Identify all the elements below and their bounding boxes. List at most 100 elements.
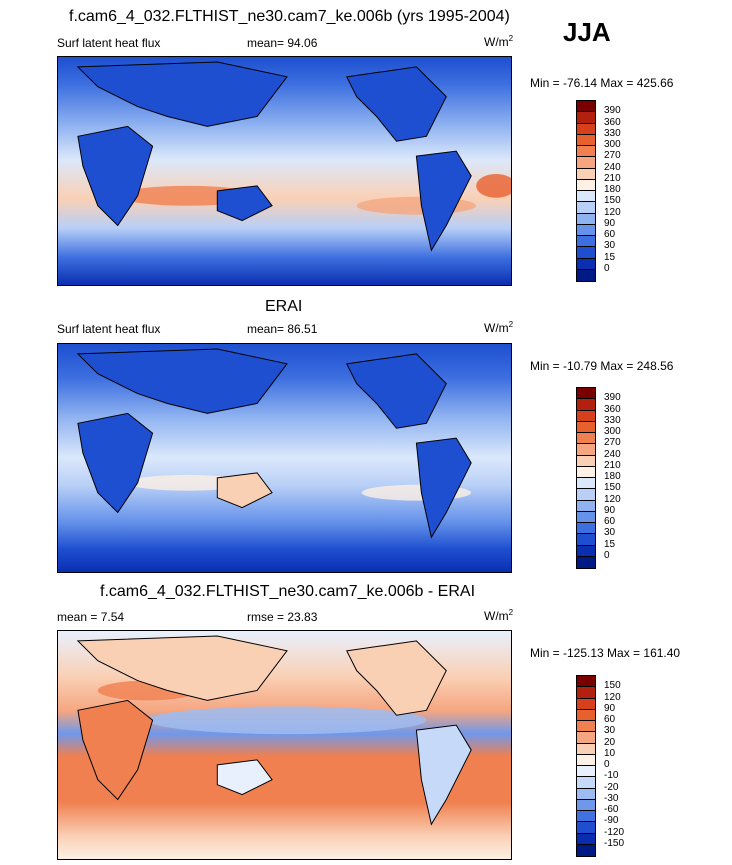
- panel3-map-graphic: [58, 631, 511, 859]
- colorbar-swatch: [577, 743, 595, 755]
- colorbar-swatch: [577, 478, 595, 490]
- colorbar-tick-label: 0: [604, 262, 610, 274]
- colorbar-swatch: [577, 433, 595, 445]
- colorbar-swatch: [577, 754, 595, 766]
- colorbar-tick-label: 300: [604, 139, 621, 150]
- panel1-mean: mean= 94.06: [247, 36, 317, 50]
- panel2-minmax: Min = -10.79 Max = 248.56: [530, 359, 674, 373]
- colorbar-tick-label: -30: [604, 792, 619, 804]
- colorbar-tick-label: 360: [604, 403, 621, 415]
- colorbar-tick-label: 210: [604, 172, 621, 184]
- panel1-units: W/m2: [484, 34, 513, 49]
- colorbar-swatch: [577, 534, 595, 546]
- colorbar-swatch: [577, 556, 595, 568]
- colorbar-tick-label: 240: [604, 161, 621, 173]
- panel1-title: f.cam6_4_032.FLTHIST_ne30.cam7_ke.006b (…: [69, 8, 510, 25]
- colorbar-swatch: [577, 455, 595, 467]
- colorbar-swatch: [577, 146, 595, 158]
- panel2-units-base: W/m: [484, 321, 509, 335]
- panel2-units: W/m2: [484, 320, 513, 335]
- colorbar-tick-label: 360: [604, 116, 621, 128]
- colorbar-tick-label: 150: [604, 195, 621, 207]
- colorbar-swatch: [577, 709, 595, 721]
- panel3-title: f.cam6_4_032.FLTHIST_ne30.cam7_ke.006b -…: [100, 583, 476, 600]
- colorbar-tick-label: 120: [604, 691, 621, 703]
- colorbar-swatch: [577, 844, 595, 856]
- colorbar-tick-label: 60: [604, 229, 616, 240]
- colorbar-tick-label: 90: [604, 504, 616, 516]
- panel1-variable: Surf latent heat flux: [57, 36, 161, 50]
- colorbar-swatch: [577, 545, 595, 557]
- panel3-units: W/m2: [484, 608, 513, 623]
- panel1-mean-label: mean=: [247, 36, 285, 50]
- colorbar-tick-label: -150: [604, 837, 625, 849]
- colorbar-tick-label: 10: [604, 747, 616, 759]
- panel2-map-graphic: [58, 344, 511, 572]
- panel2-mean-value: 86.51: [287, 322, 318, 336]
- colorbar-swatch: [577, 168, 595, 180]
- colorbar-swatch: [577, 123, 595, 135]
- panel3-units-exp: 2: [508, 608, 514, 617]
- colorbar-swatch: [577, 157, 595, 169]
- colorbar-tick-label: 150: [604, 482, 621, 494]
- panel2-units-exp: 2: [508, 320, 514, 329]
- colorbar-swatch: [577, 721, 595, 733]
- colorbar-swatch: [577, 833, 595, 845]
- panel3-units-base: W/m: [484, 609, 509, 623]
- colorbar-swatch: [577, 466, 595, 478]
- colorbar-tick-label: 180: [604, 184, 621, 195]
- panel2-variable: Surf latent heat flux: [57, 322, 161, 336]
- panel2-title: ERAI: [265, 298, 303, 315]
- panel2-mean: mean= 86.51: [247, 322, 317, 336]
- colorbar-swatch: [577, 236, 595, 248]
- panel1-colorbar: [576, 100, 596, 282]
- colorbar-tick-label: -10: [604, 770, 619, 782]
- panel3-minmax: Min = -125.13 Max = 161.40: [530, 646, 681, 660]
- colorbar-tick-label: 30: [604, 725, 616, 737]
- colorbar-tick-label: 60: [604, 714, 616, 725]
- panel3-map: [57, 630, 512, 860]
- colorbar-swatch: [577, 777, 595, 789]
- colorbar-tick-label: 120: [604, 206, 621, 218]
- colorbar-tick-label: 20: [604, 736, 616, 748]
- colorbar-swatch: [577, 179, 595, 191]
- season-label: JJA: [563, 17, 611, 47]
- colorbar-tick-label: 270: [604, 150, 621, 162]
- panel1-minmax: Min = -76.14 Max = 425.66: [530, 76, 674, 90]
- colorbar-swatch: [577, 388, 595, 400]
- colorbar-tick-label: 90: [604, 702, 616, 714]
- panel3-rmse-value: 23.83: [287, 610, 318, 624]
- colorbar-tick-label: 90: [604, 217, 616, 229]
- colorbar-tick-label: 30: [604, 527, 616, 539]
- colorbar-swatch: [577, 258, 595, 270]
- colorbar-tick-label: -20: [604, 781, 619, 793]
- colorbar-swatch: [577, 202, 595, 214]
- colorbar-tick-label: 390: [604, 392, 621, 404]
- colorbar-tick-label: 15: [604, 251, 616, 263]
- panel3-mean-value: 7.54: [100, 610, 125, 624]
- panel2-map: [57, 343, 512, 573]
- colorbar-tick-label: 0: [604, 759, 610, 770]
- colorbar-swatch: [577, 811, 595, 823]
- panel2-mean-label: mean=: [247, 322, 285, 336]
- colorbar-tick-label: -120: [604, 826, 625, 838]
- colorbar-swatch: [577, 247, 595, 259]
- colorbar-tick-label: -60: [604, 804, 619, 815]
- colorbar-tick-label: -90: [604, 815, 619, 827]
- colorbar-swatch: [577, 732, 595, 744]
- colorbar-swatch: [577, 698, 595, 710]
- colorbar-swatch: [577, 134, 595, 146]
- colorbar-tick-label: 30: [604, 240, 616, 252]
- colorbar-swatch: [577, 399, 595, 411]
- colorbar-swatch: [577, 788, 595, 800]
- colorbar-tick-label: 15: [604, 538, 616, 550]
- panel3-rmse: rmse = 23.83: [247, 610, 317, 624]
- panel3-mean: mean = 7.54: [57, 610, 124, 624]
- colorbar-swatch: [577, 766, 595, 778]
- panel1-map-graphic: [58, 57, 511, 285]
- colorbar-tick-label: 0: [604, 549, 610, 561]
- colorbar-tick-label: 330: [604, 127, 621, 139]
- colorbar-tick-label: 300: [604, 426, 621, 437]
- colorbar-swatch: [577, 213, 595, 225]
- panel1-units-base: W/m: [484, 35, 509, 49]
